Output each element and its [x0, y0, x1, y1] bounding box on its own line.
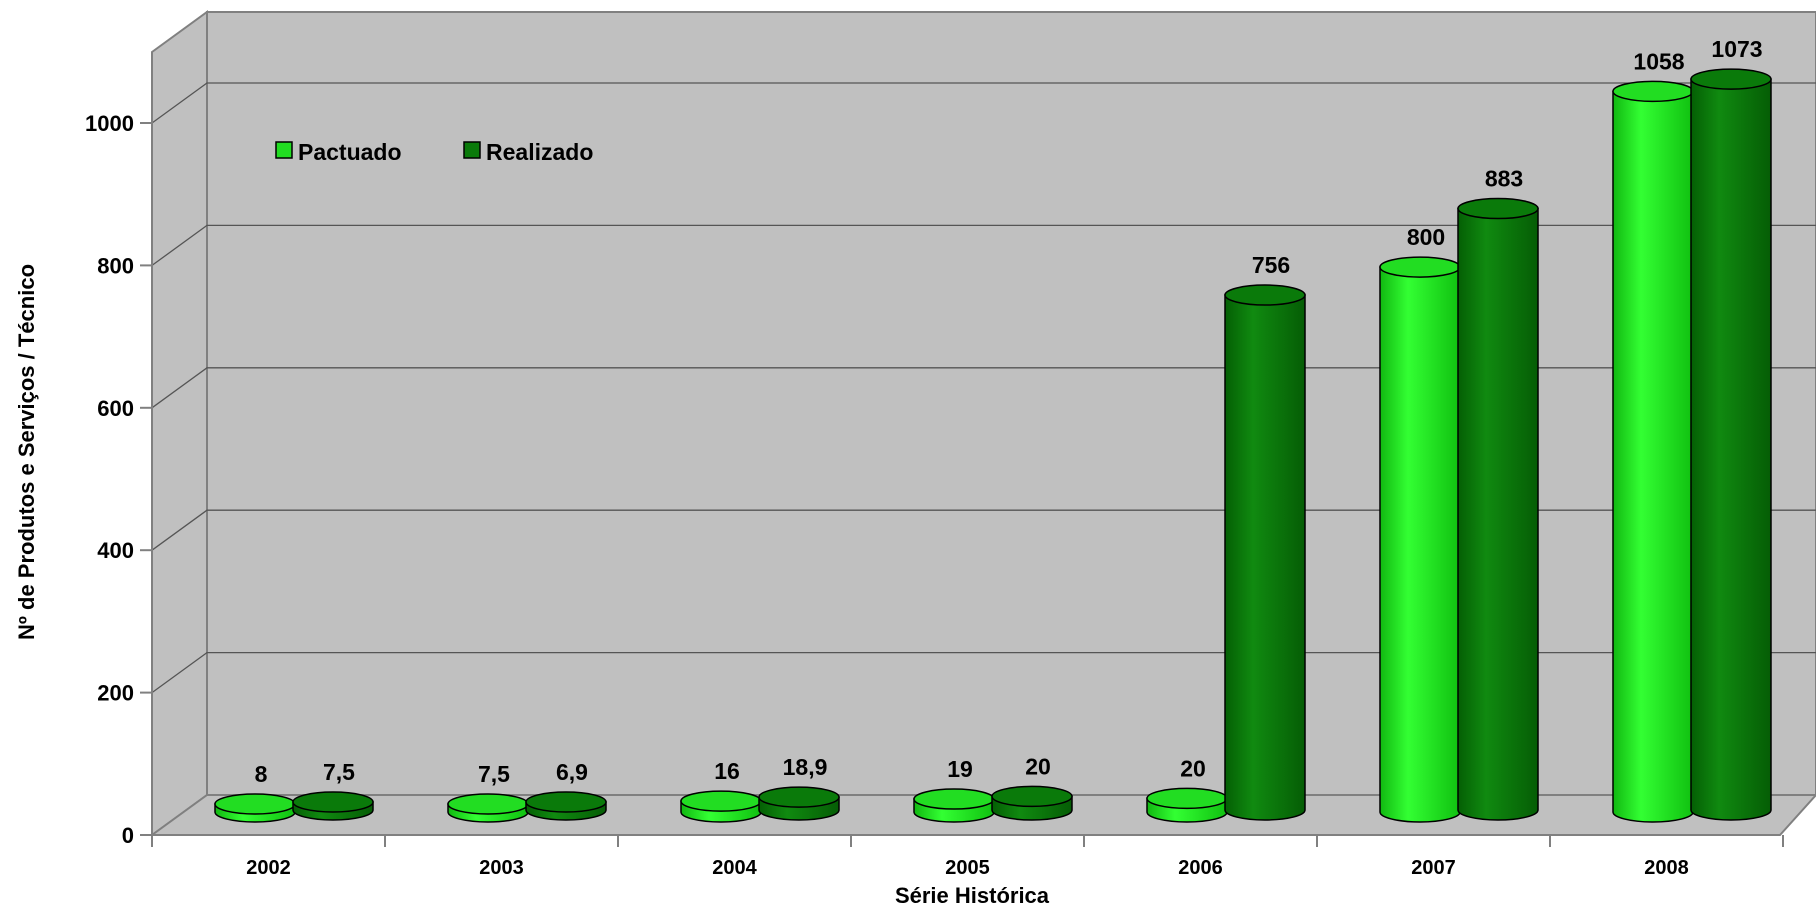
x-axis-ticks: 2002 2003 2004 2005 2006 2007 2008 [151, 835, 1784, 879]
bars [214, 68, 1772, 823]
bar-pactuado-2003 [447, 793, 529, 823]
bar-top [525, 791, 607, 813]
y-tick-label: 0 [122, 823, 134, 848]
bar-body [1224, 294, 1306, 821]
y-tick-label: 400 [97, 538, 134, 563]
bar-realizado-2007 [1457, 197, 1539, 821]
bar-label-pactuado-2008: 1058 [1633, 48, 1684, 74]
legend: Pactuado Realizado [275, 139, 593, 165]
bar-pactuado-2007 [1379, 256, 1461, 823]
bar-top [292, 791, 374, 813]
y-tick-label: 800 [97, 253, 134, 278]
bar-realizado-2005 [991, 785, 1073, 821]
bar-pactuado-2005 [913, 788, 995, 823]
bar-label-realizado-2004: 18,9 [783, 754, 828, 780]
bar-label-pactuado-2003: 7,5 [478, 761, 510, 787]
bar-label-pactuado-2006: 20 [1180, 755, 1206, 781]
back-wall [206, 11, 1816, 796]
y-axis-title: Nº de Produtos e Serviços / Técnico [14, 264, 39, 640]
x-tick-label: 2003 [479, 857, 524, 879]
bar-label-pactuado-2007: 800 [1407, 224, 1445, 250]
bar-realizado-2003 [525, 791, 607, 821]
bar-top [913, 788, 995, 810]
bar-top [758, 786, 840, 808]
bar-pactuado-2008 [1612, 80, 1694, 823]
x-tick-label: 2005 [945, 857, 990, 879]
x-tick-label: 2004 [712, 857, 757, 879]
bar-top [1224, 284, 1306, 306]
bar-label-pactuado-2004: 16 [714, 758, 740, 784]
bar-realizado-2006 [1224, 284, 1306, 821]
legend-label-realizado: Realizado [486, 139, 593, 165]
bar-label-realizado-2006: 756 [1252, 252, 1290, 278]
bar-pactuado-2006 [1146, 787, 1228, 823]
bar-label-pactuado-2002: 8 [255, 761, 268, 787]
bar-realizado-2002 [292, 791, 374, 821]
bar-top [214, 793, 296, 815]
gridline [151, 224, 1816, 266]
legend-swatch-realizado [463, 141, 481, 159]
bar-label-realizado-2002: 7,5 [323, 759, 355, 785]
bar-top [1379, 256, 1461, 278]
bar-label-realizado-2003: 6,9 [556, 759, 588, 785]
gridline [151, 82, 1816, 124]
side-wall [151, 10, 208, 837]
y-axis-ticks: 0 200 400 600 800 1000 [85, 111, 152, 848]
bar-top [680, 790, 762, 812]
bar-top [1612, 80, 1694, 103]
bar-labels: 8 7,5 7,5 6,9 16 18,9 19 20 20 756 800 883 1058 1073 [255, 36, 1763, 787]
y-tick-label: 1000 [85, 111, 134, 136]
plot-background [148, 10, 1816, 837]
bar-label-realizado-2007: 883 [1485, 166, 1523, 192]
x-tick-label: 2006 [1178, 857, 1223, 879]
bar-realizado-2004 [758, 786, 840, 821]
legend-label-pactuado: Pactuado [298, 139, 402, 165]
bar-label-realizado-2008: 1073 [1711, 36, 1762, 62]
bar-pactuado-2004 [680, 790, 762, 823]
x-axis-title: Série Histórica [895, 883, 1050, 908]
x-tick-label: 2008 [1644, 857, 1689, 879]
bar-body [1612, 90, 1694, 823]
bar-top [991, 785, 1073, 808]
bar-body [1379, 266, 1461, 823]
legend-swatch-pactuado [275, 141, 293, 159]
bar-top [447, 793, 529, 815]
bar-realizado-2008 [1690, 68, 1772, 821]
x-tick-label: 2007 [1411, 857, 1456, 879]
bar-pactuado-2002 [214, 793, 296, 823]
y-tick-label: 600 [97, 396, 134, 421]
y-tick-label: 200 [97, 681, 134, 706]
bar-label-realizado-2005: 20 [1025, 753, 1051, 779]
bar-label-pactuado-2005: 19 [947, 756, 973, 782]
bar-body [1457, 207, 1539, 821]
bar-body [1690, 78, 1772, 821]
bar-top [1146, 787, 1228, 810]
bar-top [1690, 68, 1772, 90]
x-tick-label: 2002 [246, 857, 291, 879]
bar-top [1457, 197, 1539, 220]
